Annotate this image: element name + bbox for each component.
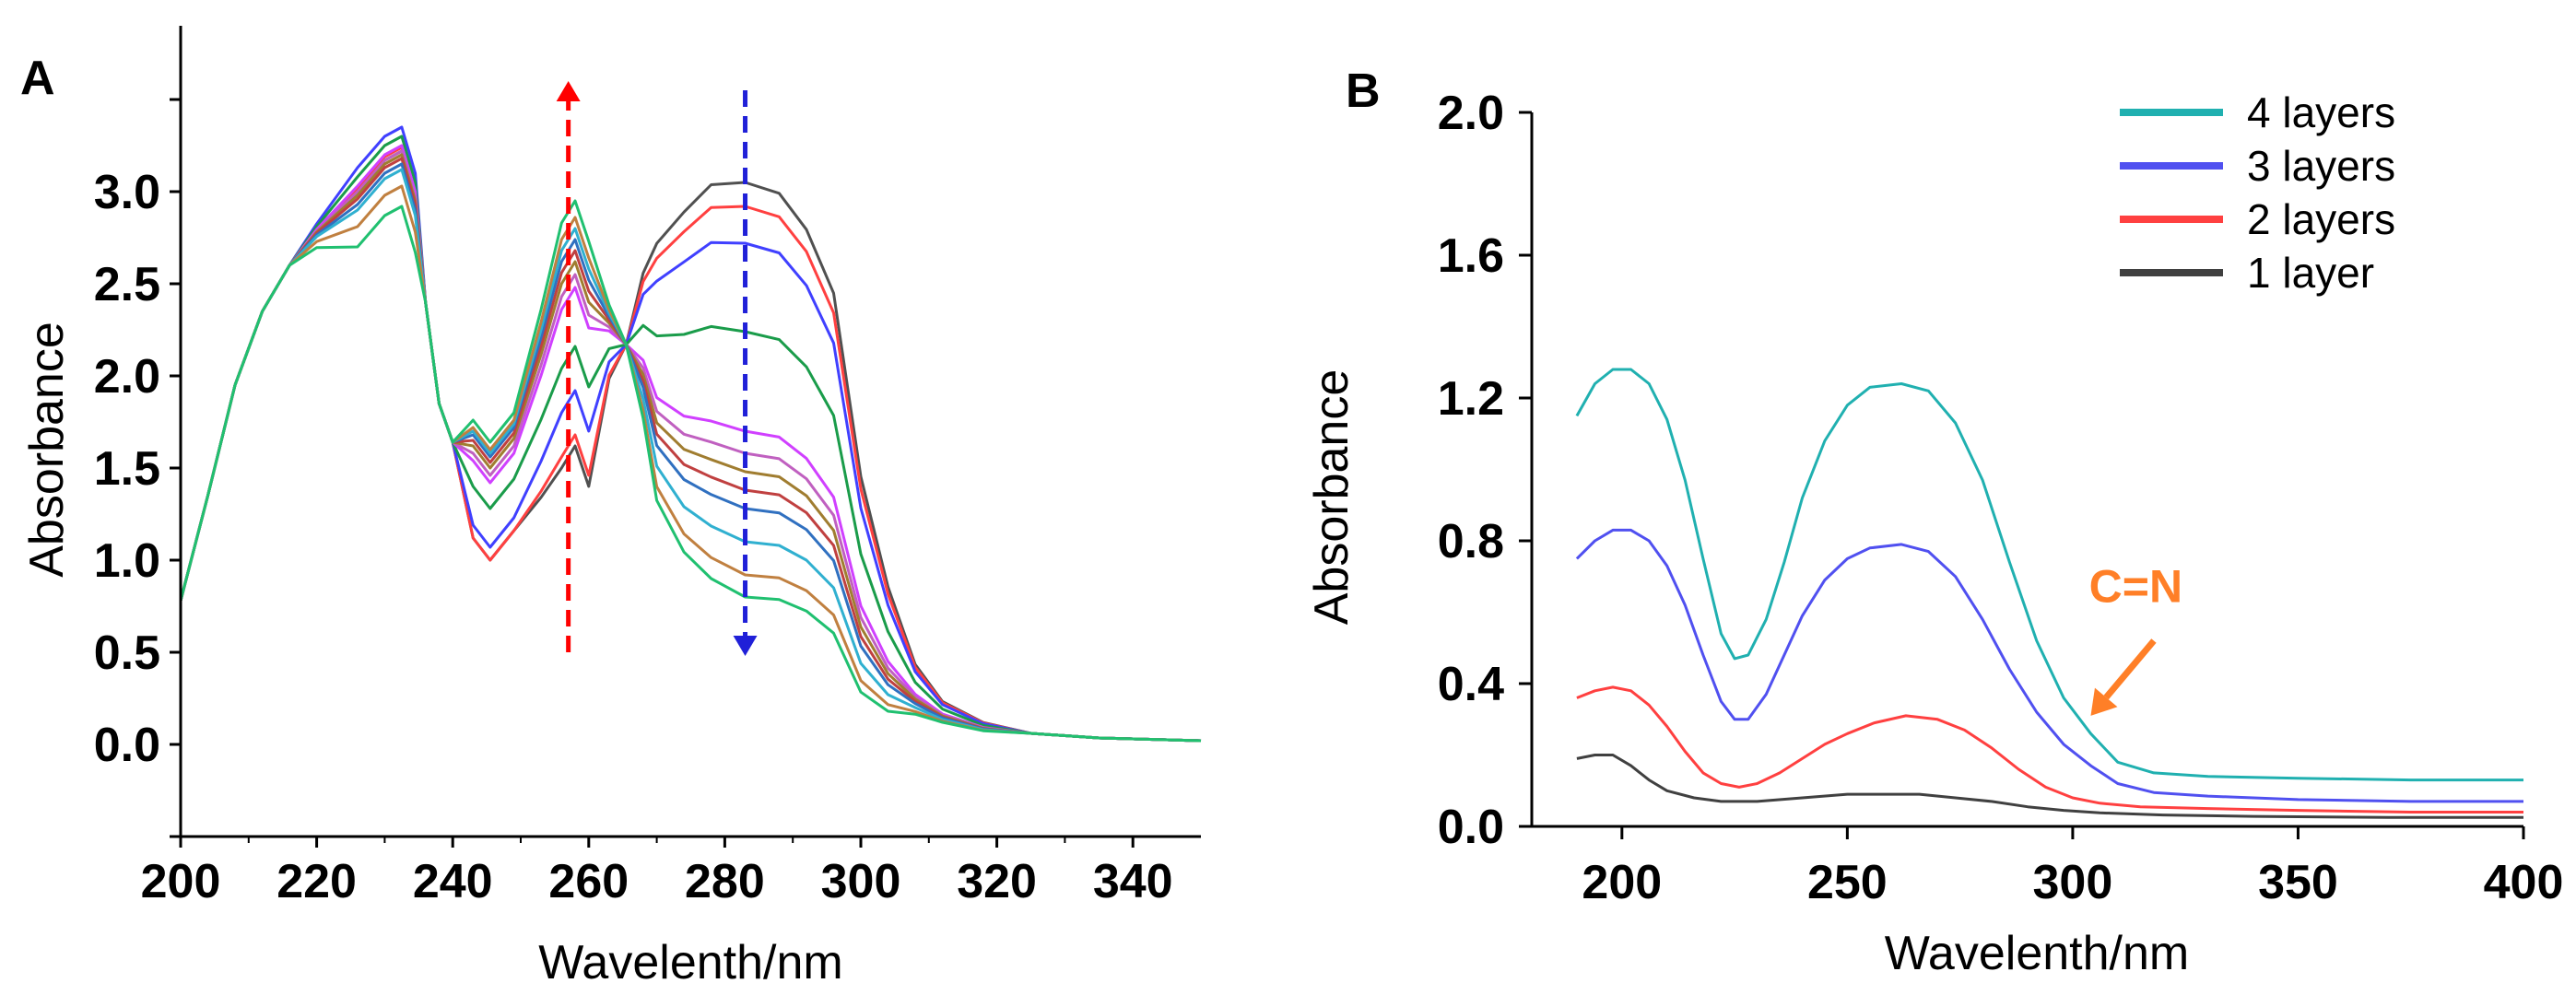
- panel-a-series-line-curve-9: [179, 162, 1202, 743]
- panel-b-y-tick-label: 2.0: [1438, 87, 1504, 140]
- panel-b-y-tick-label: 0.8: [1438, 515, 1504, 568]
- panel-b-series-line-3-layers: [1575, 528, 2523, 803]
- panel-b-series-line-2-layers: [1576, 685, 2523, 814]
- panel-b-y-tick-label: 0.0: [1438, 801, 1504, 854]
- panel-a-y-tick-label: 1.0: [94, 534, 160, 588]
- panel-b-y-tick-label: 1.6: [1438, 229, 1504, 283]
- panel-b-y-tick-label: 1.2: [1438, 372, 1504, 426]
- panel-a-axes: 200 220 240 260 280 300 320 340 0.0 0.5 1.0 1.5 2.0 2…: [94, 26, 1201, 908]
- panel-a-series-line-curve-4: [179, 135, 1202, 743]
- panel-b-y-tick-label: 0.4: [1438, 658, 1504, 711]
- panel-b-cn-arrow: [2103, 638, 2157, 700]
- panel-b-label: B: [1346, 64, 1381, 118]
- panel-a-y-tick-label: 3.0: [94, 166, 160, 219]
- panel-b-series-group: [1575, 368, 2523, 819]
- panel-a-x-tick-label: 320: [957, 855, 1037, 908]
- panel-b-cn-arrow-head: [2090, 687, 2118, 716]
- panel-b-series-line-4-layers: [1575, 368, 2523, 782]
- panel-a-series-group: [179, 125, 1202, 743]
- panel-b-legend-label: 3 layers: [2247, 142, 2395, 190]
- panel-a: A 200 220 240 260 280 300 320 340 0.0 0.5 1.0 1.5 2.…: [20, 26, 1202, 989]
- panel-a-x-tick-label: 220: [276, 855, 357, 908]
- panel-a-x-tick-label: 280: [685, 855, 765, 908]
- panel-a-x-tick-label: 260: [548, 855, 629, 908]
- panel-a-series-line-curve-8: [179, 157, 1202, 743]
- panel-a-series-line-curve-10: [179, 168, 1202, 743]
- panel-a-series-line-curve-12: [179, 199, 1202, 743]
- panel-a-y-axis-title: Absorbance: [20, 322, 74, 578]
- panel-a-series-line-curve-6: [179, 149, 1202, 743]
- panel-a-annotations: [556, 81, 758, 656]
- panel-a-series-line-curve-7: [179, 153, 1202, 743]
- panel-a-x-tick-label: 300: [821, 855, 901, 908]
- panel-b-legend: 4 layers 3 layers 2 layers 1 layer: [2120, 88, 2395, 297]
- panel-a-y-tick-label: 0.5: [94, 626, 160, 680]
- panel-a-y-tick-label: 0.0: [94, 719, 160, 772]
- panel-a-x-axis-title: Wavelenth/nm: [538, 936, 842, 989]
- panel-b-annotations: C=N: [2089, 561, 2182, 716]
- panel-b-legend-label: 1 layer: [2247, 249, 2374, 297]
- panel-b: B C=N 200 250 300 350 4000.00.40.81.21.62.0 …: [1305, 64, 2563, 980]
- panel-b-x-tick-label: 300: [2033, 856, 2113, 909]
- panel-a-decrease-arrow-head: [733, 636, 758, 656]
- panel-a-y-tick-label: 1.5: [94, 442, 160, 496]
- panel-a-x-tick-label: 340: [1093, 855, 1173, 908]
- panel-b-x-tick-label: 350: [2258, 856, 2338, 909]
- panel-a-series-line-curve-3: [179, 125, 1202, 743]
- panel-b-x-axis-title: Wavelenth/nm: [1885, 927, 2189, 980]
- panel-a-y-tick-label: 2.5: [94, 258, 160, 311]
- panel-a-series-line-curve-11: [179, 184, 1202, 743]
- panel-a-x-tick-label: 240: [413, 855, 493, 908]
- panel-a-series-line-curve-1: [179, 149, 1202, 743]
- panel-a-x-tick-label: 200: [141, 855, 221, 908]
- panel-b-y-axis-title: Absorbance: [1305, 369, 1359, 626]
- panel-b-legend-label: 2 layers: [2247, 195, 2395, 243]
- panel-b-x-tick-label: 200: [1582, 856, 1662, 909]
- panel-a-increase-arrow-head: [556, 81, 581, 101]
- panel-a-series-line-curve-5: [179, 144, 1202, 743]
- panel-b-cn-label: C=N: [2089, 561, 2182, 613]
- panel-b-x-tick-label: 400: [2484, 856, 2564, 909]
- panel-b-series-line-1-layer: [1576, 754, 2523, 819]
- panel-a-label: A: [20, 52, 55, 105]
- panel-b-x-tick-label: 250: [1807, 856, 1888, 909]
- panel-b-axes: 200 250 300 350 400 0.0 0.4 0.8 1.2 1.6 2.0: [1438, 87, 2564, 909]
- panel-a-y-tick-label: 2.0: [94, 350, 160, 404]
- panel-b-legend-label: 4 layers: [2247, 88, 2395, 136]
